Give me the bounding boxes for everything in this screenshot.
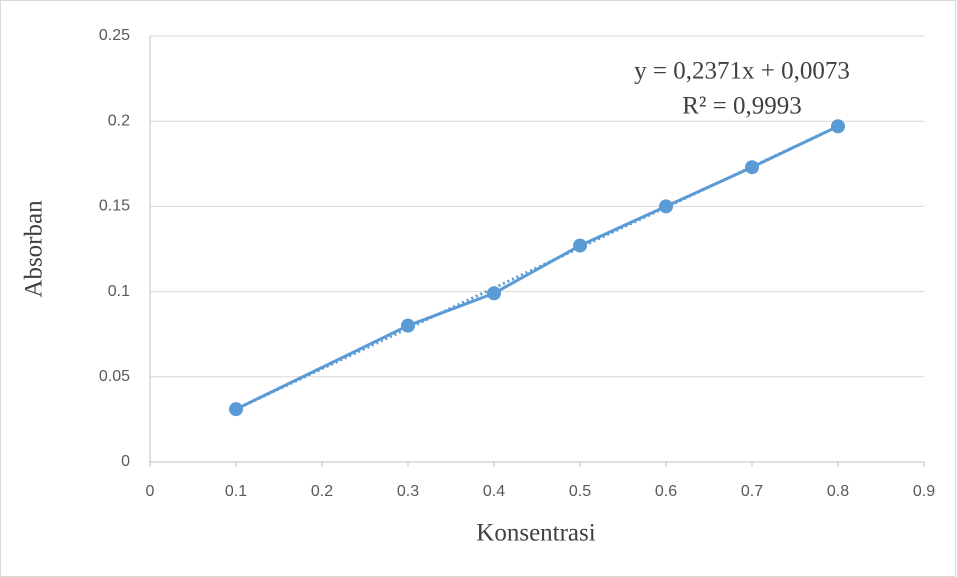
data-point	[229, 402, 243, 417]
data-point	[487, 286, 501, 301]
y-tick-label: 0.25	[99, 27, 130, 44]
y-tick-label: 0.1	[108, 283, 130, 300]
y-tick-label: 0.15	[99, 198, 130, 215]
y-tick-label: 0.2	[108, 112, 130, 129]
x-tick-label: 0	[146, 483, 155, 500]
x-tick-label: 0.4	[483, 483, 505, 500]
x-tick-label: 0.2	[311, 483, 333, 500]
data-point	[401, 318, 415, 333]
x-tick-label: 0.6	[655, 483, 677, 500]
x-axis-title: Konsentrasi	[476, 520, 595, 547]
trend-r-squared: R² = 0,9993	[682, 93, 802, 120]
trendline	[235, 124, 839, 411]
x-tick-label: 0.5	[569, 483, 591, 500]
x-tick-label: 0.1	[225, 483, 247, 500]
x-tick-label: 0.9	[913, 483, 935, 500]
trend-equation: y = 0,2371x + 0,0073	[634, 58, 850, 85]
x-tick-label: 0.7	[741, 483, 763, 500]
data-point	[745, 160, 759, 175]
data-point	[573, 238, 587, 253]
y-tick-label: 0.05	[99, 368, 130, 385]
y-tick-label: 0	[121, 453, 130, 470]
x-tick-label: 0.8	[827, 483, 849, 500]
x-tick-label: 0.3	[397, 483, 419, 500]
data-point	[659, 199, 673, 214]
y-axis-title: Absorban	[21, 200, 48, 298]
data-point	[831, 119, 845, 134]
